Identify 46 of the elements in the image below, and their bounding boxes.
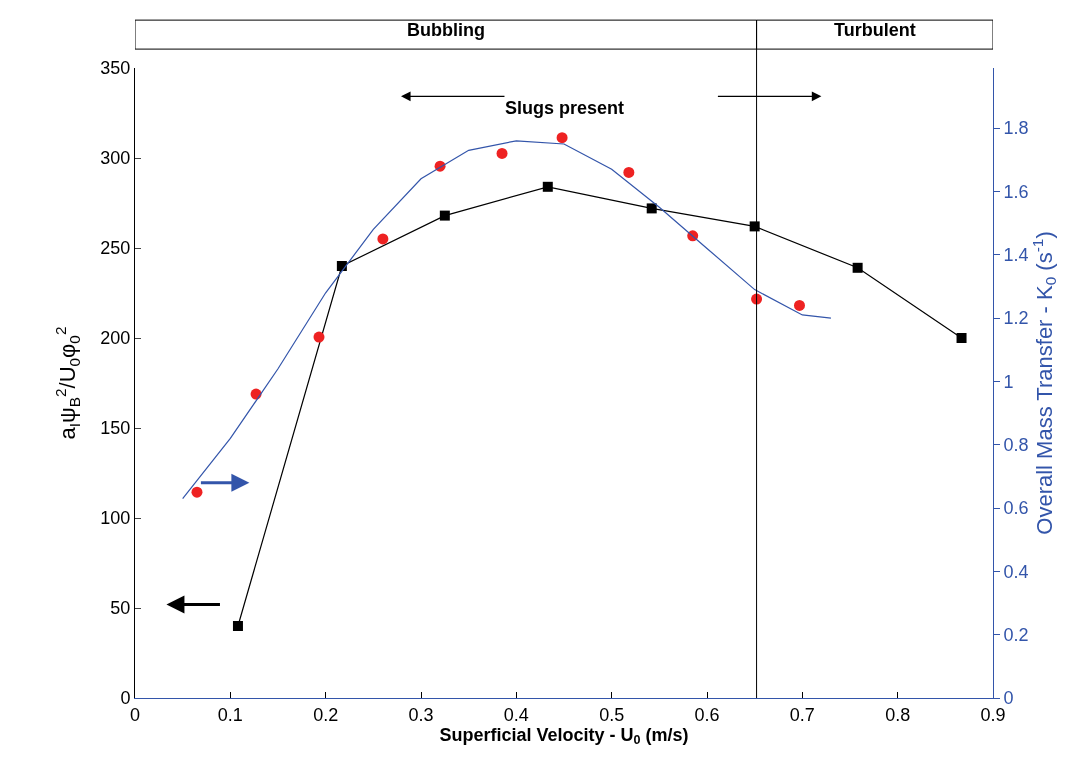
point bbox=[313, 331, 325, 343]
point bbox=[336, 261, 347, 271]
point bbox=[542, 181, 553, 192]
point bbox=[623, 166, 635, 178]
text: Turbulent bbox=[834, 20, 916, 40]
y2-tick-label: 0.2 bbox=[1003, 624, 1029, 645]
y2-tick-label: 0 bbox=[1003, 688, 1014, 709]
point bbox=[852, 262, 863, 273]
point bbox=[439, 210, 450, 221]
y-tick-label: 100 bbox=[100, 508, 131, 529]
y-tick-label: 300 bbox=[100, 148, 131, 169]
x-tick-label: 0.7 bbox=[789, 704, 815, 725]
y2-tick-label: 1.8 bbox=[1003, 118, 1029, 139]
y-tick-label: 200 bbox=[100, 328, 131, 349]
y-tick-label: 350 bbox=[100, 58, 131, 79]
point bbox=[377, 233, 389, 245]
y-tick-label: 50 bbox=[110, 598, 131, 619]
y-tick-label: 250 bbox=[100, 238, 131, 259]
x-axis-title: Superficial Velocity - U$_{0}$ (m/s) bbox=[439, 724, 689, 748]
x-tick-label: 0.3 bbox=[408, 704, 434, 725]
point bbox=[191, 486, 203, 498]
point bbox=[556, 132, 568, 144]
y2-tick-label: 0.4 bbox=[1003, 561, 1029, 582]
x-tick-label: 0.8 bbox=[885, 704, 911, 725]
point bbox=[793, 299, 805, 311]
x-tick-label: 0.9 bbox=[980, 704, 1006, 725]
point bbox=[646, 203, 657, 214]
x-tick-label: 0.2 bbox=[313, 704, 339, 725]
point bbox=[496, 147, 508, 159]
point bbox=[956, 333, 967, 343]
x-tick-label: 0.1 bbox=[217, 704, 243, 725]
point bbox=[232, 621, 243, 631]
text: Bubbling bbox=[407, 20, 485, 40]
y2-tick-label: 1 bbox=[1003, 371, 1014, 392]
y2-tick-label: 0.6 bbox=[1003, 498, 1029, 519]
x-tick-label: 0.6 bbox=[694, 704, 720, 725]
y2-tick-label: 0.8 bbox=[1003, 435, 1029, 456]
y-tick-label: 0 bbox=[120, 688, 131, 709]
y2-tick-label: 1.6 bbox=[1003, 181, 1029, 202]
y2-tick-label: 1.4 bbox=[1003, 245, 1029, 266]
y2-tick-label: 1.2 bbox=[1003, 308, 1029, 329]
x-tick-label: 0.4 bbox=[503, 704, 529, 725]
point bbox=[749, 221, 760, 232]
x-tick-label: 0.5 bbox=[599, 704, 625, 725]
annotation: Slugs present bbox=[505, 98, 625, 118]
y-tick-label: 150 bbox=[100, 418, 131, 439]
